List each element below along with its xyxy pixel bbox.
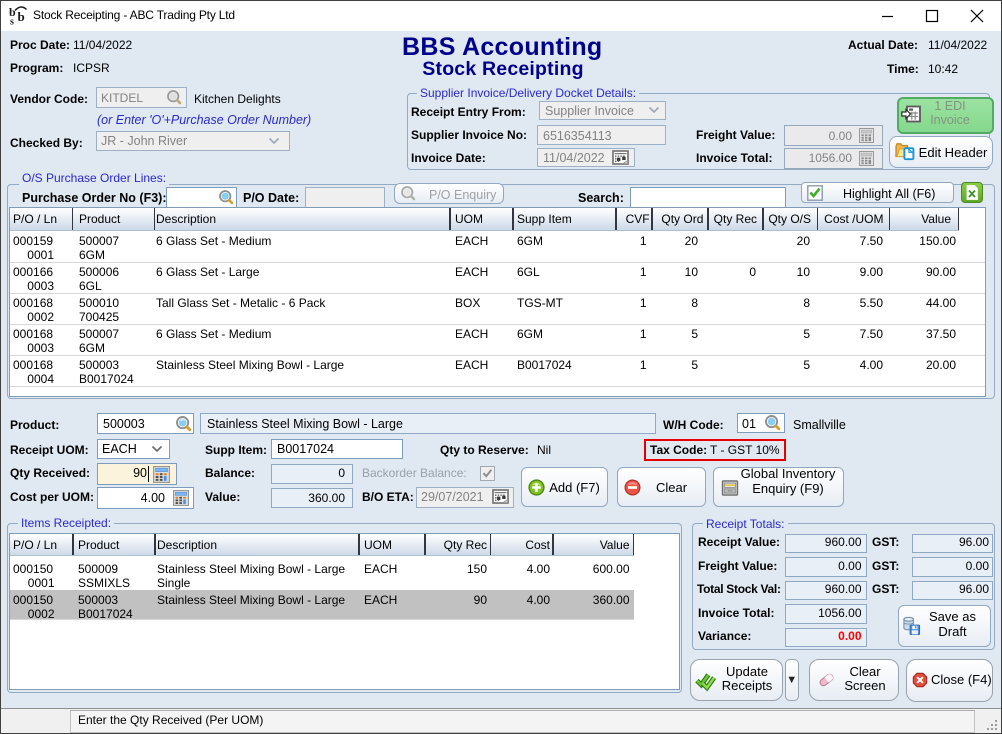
svg-text:b: b bbox=[18, 9, 25, 24]
svg-text:b: b bbox=[9, 5, 16, 19]
svg-text:s: s bbox=[10, 17, 14, 28]
